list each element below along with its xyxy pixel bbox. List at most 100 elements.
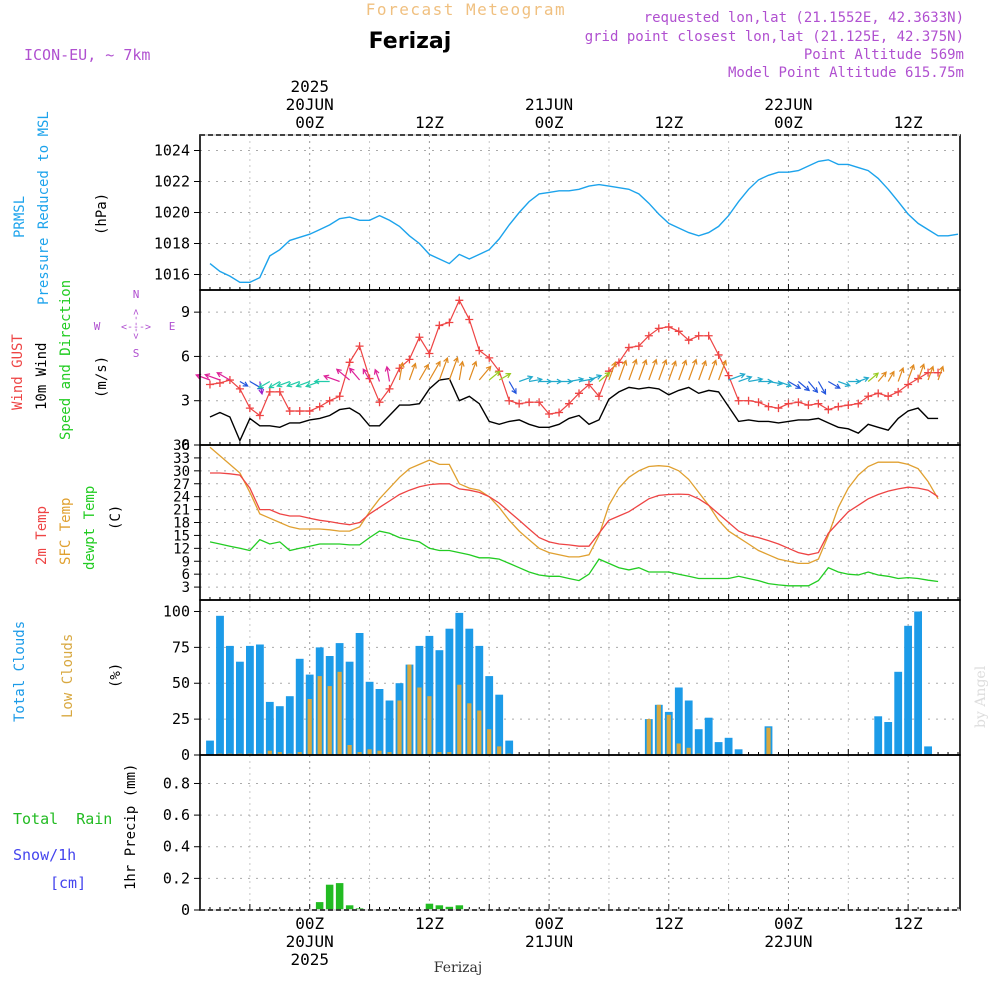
bottom-tick-label: 00Z xyxy=(295,914,324,933)
low-cloud-bar xyxy=(666,714,671,755)
gust-marker xyxy=(535,398,544,407)
wind-direction-arrow xyxy=(887,370,895,382)
pressure-ytick-label: 1016 xyxy=(154,266,190,284)
gust-marker xyxy=(904,380,913,389)
wind-direction-arrow xyxy=(204,373,221,381)
gust-marker xyxy=(515,399,524,408)
total-cloud-bar xyxy=(365,681,374,755)
total-cloud-bar xyxy=(874,716,883,756)
rain-bar xyxy=(445,906,454,910)
low-cloud-bar xyxy=(377,750,382,755)
top-tick-label: 00Z xyxy=(774,113,803,132)
wind-speed-line xyxy=(209,377,939,443)
bottom-tick-label: 2025 xyxy=(290,950,329,969)
total-cloud-bar xyxy=(894,671,903,755)
gust-marker xyxy=(754,398,763,407)
wind-direction-arrow xyxy=(708,359,718,381)
gust-marker xyxy=(714,350,723,359)
gust-marker xyxy=(774,404,783,413)
total-cloud-bar xyxy=(246,645,254,755)
model-altitude: Model Point Altitude 615.75m xyxy=(728,65,964,81)
pressure-ylabel-1: PRMSL xyxy=(12,196,28,238)
gust-marker xyxy=(764,402,773,411)
total-cloud-bar xyxy=(256,644,264,755)
gust-marker xyxy=(874,389,883,398)
wind-direction-arrow xyxy=(897,366,905,382)
temp-2m-line xyxy=(210,472,939,556)
wind-direction-arrow xyxy=(678,359,688,381)
low-cloud-bar xyxy=(686,747,691,755)
gust-marker xyxy=(235,384,244,393)
precip-legend-cm: [cm] xyxy=(50,874,86,892)
total-cloud-bar xyxy=(385,700,394,755)
total-cloud-bar xyxy=(465,628,474,755)
gust-marker xyxy=(684,336,693,345)
wind-direction-arrow xyxy=(216,372,231,381)
clouds-unit: (%) xyxy=(108,663,124,688)
temp-ylabel-sfc: SFC Temp xyxy=(58,498,74,565)
low-cloud-bar xyxy=(656,704,661,755)
compass-n: N xyxy=(133,288,140,301)
chart-title: Forecast Meteogram xyxy=(366,0,566,19)
wind-direction-arrow xyxy=(398,361,405,381)
low-cloud-bar xyxy=(497,746,502,755)
bottom-tick-label: 22JUN xyxy=(764,932,812,951)
gust-marker xyxy=(864,392,873,401)
wind-direction-arrow xyxy=(738,375,753,383)
wind-direction-arrow xyxy=(335,368,350,381)
wind-direction-arrow xyxy=(778,380,793,388)
precip-ytick-label: 0.2 xyxy=(163,869,190,887)
gust-marker xyxy=(694,331,703,340)
total-cloud-bar xyxy=(495,694,504,755)
wind-direction-arrow xyxy=(478,365,492,381)
total-cloud-bar xyxy=(285,696,294,755)
gust-marker xyxy=(545,410,554,418)
gust-marker xyxy=(315,402,324,411)
gust-marker xyxy=(445,318,454,327)
wind-ylabel-dir: Speed and Direction xyxy=(58,280,74,440)
wind-direction-arrow xyxy=(239,380,249,387)
wind-direction-arrow xyxy=(373,368,381,382)
rain-bar xyxy=(335,883,344,910)
wind-direction-arrow xyxy=(518,375,534,383)
gust-marker xyxy=(435,321,444,330)
wind-compass: N <---> S W <---> E xyxy=(94,288,176,360)
clouds-ylabels: Total Clouds Low Clouds (%) xyxy=(12,621,124,722)
temp-ytick-label: 9 xyxy=(182,554,190,570)
temp-ytick-label: 24 xyxy=(173,490,190,506)
low-cloud-bar xyxy=(307,699,312,755)
wind-direction-arrow xyxy=(728,372,746,381)
top-tick-label: 12Z xyxy=(415,113,444,132)
wind-direction-arrow xyxy=(698,359,707,381)
wind-direction-arrow xyxy=(628,358,638,381)
total-cloud-bar xyxy=(475,645,484,755)
total-cloud-bar xyxy=(884,722,893,755)
total-cloud-bar xyxy=(704,717,713,755)
gust-marker xyxy=(485,353,494,362)
gust-marker xyxy=(345,358,354,367)
low-cloud-bar xyxy=(407,664,412,755)
wind-direction-arrow xyxy=(877,371,887,382)
top-tick-label: 00Z xyxy=(295,113,324,132)
gust-marker xyxy=(565,399,574,408)
sfc-temp-line xyxy=(209,446,939,565)
total-cloud-bar xyxy=(674,687,683,755)
low-cloud-bar xyxy=(487,729,492,755)
clouds-ytick-label: 50 xyxy=(172,674,190,692)
total-cloud-bar xyxy=(275,706,284,755)
wind-direction-arrow xyxy=(718,359,727,381)
temp-ylabel-2m: 2m Temp xyxy=(34,506,50,565)
wind-direction-arrow xyxy=(927,365,935,381)
bottom-tick-label: 21JUN xyxy=(525,932,573,951)
clouds-frame xyxy=(199,599,961,756)
wind-direction-arrow xyxy=(323,374,340,383)
gust-marker xyxy=(634,342,643,351)
total-cloud-bar xyxy=(485,676,494,755)
low-cloud-bar xyxy=(367,749,372,755)
gust-marker xyxy=(804,401,813,410)
low-cloud-bar xyxy=(327,686,332,755)
total-cloud-bar xyxy=(924,746,932,755)
low-cloud-bar xyxy=(417,687,422,755)
rain-bar xyxy=(325,884,334,910)
